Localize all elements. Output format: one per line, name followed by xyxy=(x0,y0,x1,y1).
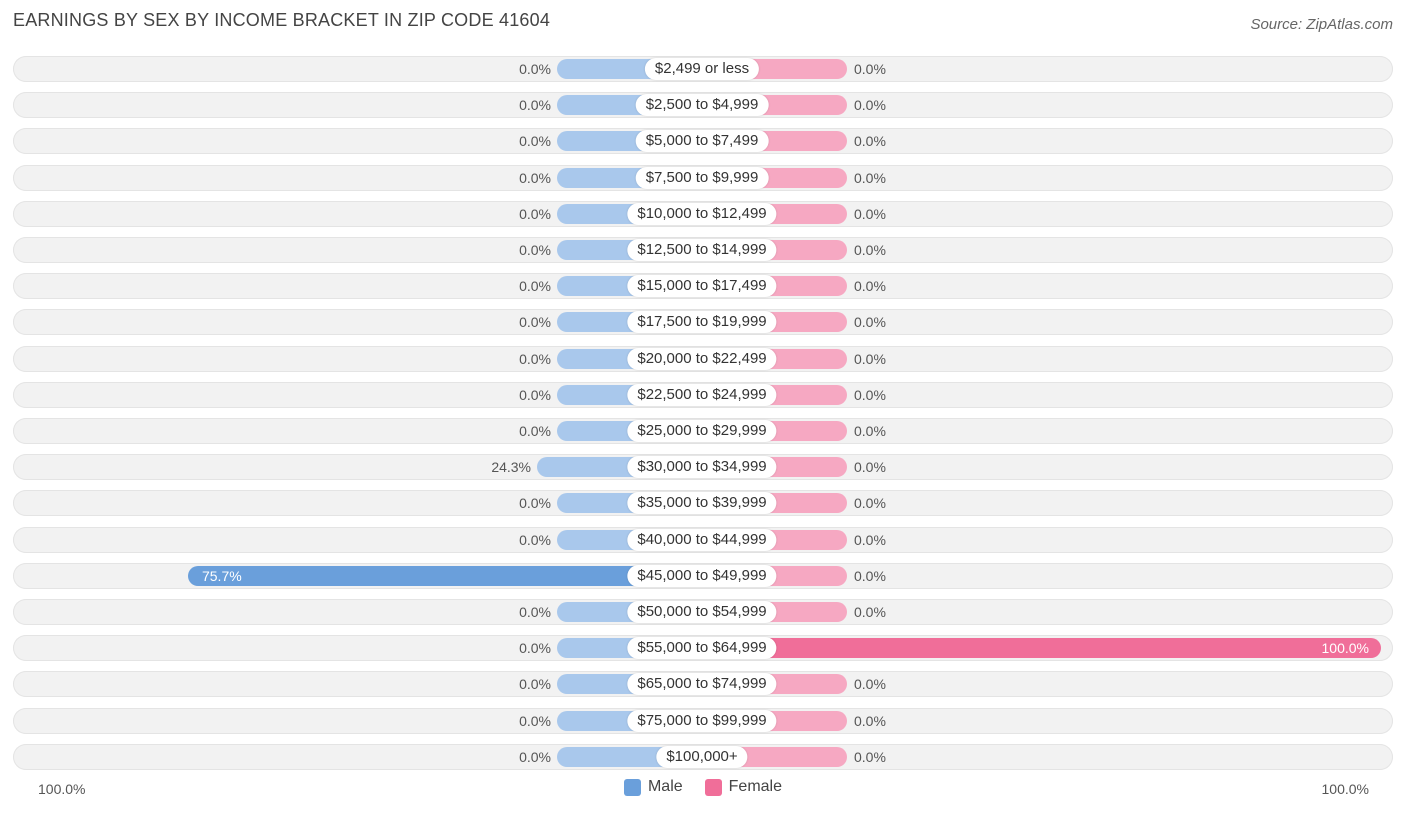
male-value-label: 0.0% xyxy=(519,640,551,656)
female-value-label: 0.0% xyxy=(854,749,886,765)
legend-item-male[interactable]: Male xyxy=(623,778,683,796)
male-value-label: 0.0% xyxy=(519,351,551,367)
female-value-label: 0.0% xyxy=(854,97,886,113)
chart-source: Source: ZipAtlas.com xyxy=(1250,16,1393,33)
legend-item-female[interactable]: Female xyxy=(704,778,783,796)
male-value-label: 24.3% xyxy=(491,459,532,475)
category-label: $40,000 to $44,999 xyxy=(627,529,777,551)
female-value-label: 0.0% xyxy=(854,351,886,367)
female-value-label: 100.0% xyxy=(1321,640,1369,656)
category-label: $17,500 to $19,999 xyxy=(627,311,777,333)
category-label: $25,000 to $29,999 xyxy=(627,420,777,442)
category-label: $10,000 to $12,499 xyxy=(627,203,777,225)
male-value-label: 0.0% xyxy=(519,713,551,729)
female-value-label: 0.0% xyxy=(854,61,886,77)
female-value-label: 0.0% xyxy=(854,495,886,511)
female-value-label: 0.0% xyxy=(854,568,886,584)
female-value-label: 0.0% xyxy=(854,206,886,222)
category-label: $50,000 to $54,999 xyxy=(627,601,777,623)
female-value-label: 0.0% xyxy=(854,604,886,620)
axis-left-label: 100.0% xyxy=(38,781,86,797)
category-label: $30,000 to $34,999 xyxy=(627,456,777,478)
category-label: $100,000+ xyxy=(656,746,748,768)
category-label: $5,000 to $7,499 xyxy=(635,130,769,152)
male-value-label: 0.0% xyxy=(519,676,551,692)
category-label: $15,000 to $17,499 xyxy=(627,275,777,297)
category-label: $2,500 to $4,999 xyxy=(635,94,769,116)
female-value-label: 0.0% xyxy=(854,170,886,186)
female-value-label: 0.0% xyxy=(854,676,886,692)
female-value-label: 0.0% xyxy=(854,314,886,330)
female-value-label: 0.0% xyxy=(854,278,886,294)
legend-male-label: Male xyxy=(647,778,683,795)
female-value-label: 0.0% xyxy=(854,423,886,439)
category-label: $45,000 to $49,999 xyxy=(627,565,777,587)
category-label: $35,000 to $39,999 xyxy=(627,492,777,514)
category-label: $75,000 to $99,999 xyxy=(627,710,777,732)
female-bar[interactable] xyxy=(702,638,1381,658)
female-value-label: 0.0% xyxy=(854,459,886,475)
category-label: $2,499 or less xyxy=(644,58,760,80)
category-label: $12,500 to $14,999 xyxy=(627,239,777,261)
category-label: $20,000 to $22,499 xyxy=(627,348,777,370)
female-value-label: 0.0% xyxy=(854,532,886,548)
male-value-label: 0.0% xyxy=(519,532,551,548)
male-value-label: 0.0% xyxy=(519,749,551,765)
male-value-label: 0.0% xyxy=(519,206,551,222)
category-label: $65,000 to $74,999 xyxy=(627,673,777,695)
legend: Male Female xyxy=(0,778,1406,796)
female-value-label: 0.0% xyxy=(854,133,886,149)
axis-right-label: 100.0% xyxy=(1321,781,1369,797)
male-value-label: 0.0% xyxy=(519,423,551,439)
male-value-label: 0.0% xyxy=(519,97,551,113)
male-value-label: 0.0% xyxy=(519,61,551,77)
male-value-label: 0.0% xyxy=(519,387,551,403)
male-value-label: 75.7% xyxy=(201,568,242,584)
legend-female-label: Female xyxy=(728,778,783,795)
female-value-label: 0.0% xyxy=(854,387,886,403)
female-swatch xyxy=(704,778,722,796)
female-value-label: 0.0% xyxy=(854,242,886,258)
male-value-label: 0.0% xyxy=(519,242,551,258)
female-value-label: 0.0% xyxy=(854,713,886,729)
chart-title: EARNINGS BY SEX BY INCOME BRACKET IN ZIP… xyxy=(13,10,551,30)
male-value-label: 0.0% xyxy=(519,133,551,149)
category-label: $22,500 to $24,999 xyxy=(627,384,777,406)
male-value-label: 0.0% xyxy=(519,495,551,511)
male-value-label: 0.0% xyxy=(519,278,551,294)
male-bar[interactable] xyxy=(187,566,702,586)
male-value-label: 0.0% xyxy=(519,604,551,620)
male-value-label: 0.0% xyxy=(519,314,551,330)
category-label: $7,500 to $9,999 xyxy=(635,167,769,189)
male-value-label: 0.0% xyxy=(519,170,551,186)
category-label: $55,000 to $64,999 xyxy=(627,637,777,659)
male-swatch xyxy=(623,778,641,796)
